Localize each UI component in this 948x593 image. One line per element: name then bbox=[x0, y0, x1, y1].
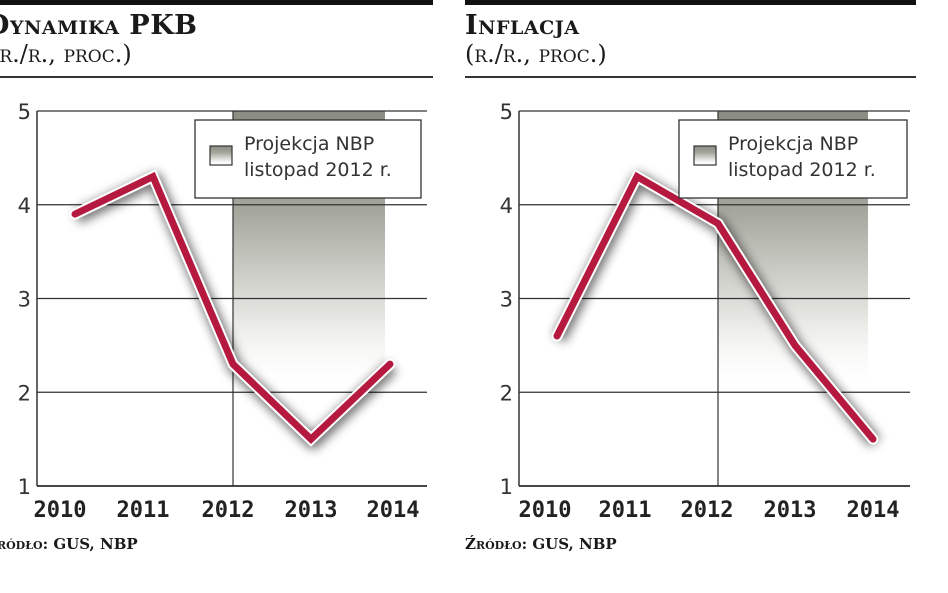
source-note: Źródło: GUS, NBP bbox=[0, 535, 138, 553]
x-tick-label: 2012 bbox=[202, 498, 255, 523]
inflation-chart-panel: Inflacja (r./r., proc.) 1 2 3 4 5 2010 2011 201… bbox=[465, 0, 916, 593]
y-tick-label: 5 bbox=[18, 100, 31, 124]
y-tick-label: 4 bbox=[500, 194, 513, 218]
chart-title: Dynamika PKB bbox=[0, 10, 198, 41]
y-tick-label: 3 bbox=[18, 288, 31, 312]
chart-subtitle: (r./r., proc.) bbox=[465, 40, 607, 68]
legend-label: listopad 2012 r. bbox=[244, 159, 392, 181]
legend-label: Projekcja NBP bbox=[244, 133, 374, 155]
source-note: Źródło: GUS, NBP bbox=[465, 535, 617, 553]
inflation-line-chart: 1 2 3 4 5 2010 2011 2012 2013 2014 Projekcja NBP li… bbox=[500, 100, 910, 523]
x-tick-label: 2012 bbox=[681, 498, 734, 523]
x-tick-label: 2011 bbox=[117, 498, 170, 523]
legend-box bbox=[194, 119, 422, 199]
legend-box bbox=[678, 119, 908, 199]
legend-label: Projekcja NBP bbox=[728, 133, 858, 155]
y-tick-label: 1 bbox=[18, 475, 31, 499]
y-tick-label: 4 bbox=[18, 194, 31, 218]
y-tick-label: 1 bbox=[500, 475, 513, 499]
x-tick-label: 2011 bbox=[599, 498, 652, 523]
y-tick-label: 2 bbox=[18, 381, 31, 405]
x-tick-label: 2014 bbox=[367, 498, 420, 523]
y-tick-label: 3 bbox=[500, 288, 513, 312]
gdp-chart-panel: Dynamika PKB (r./r., proc.) 1 2 3 4 5 2010 201… bbox=[0, 0, 433, 593]
legend-label: listopad 2012 r. bbox=[728, 159, 876, 181]
chart-subtitle: (r./r., proc.) bbox=[0, 40, 132, 68]
chart-title: Inflacja bbox=[465, 10, 580, 41]
x-tick-label: 2013 bbox=[764, 498, 817, 523]
top-bar bbox=[465, 0, 916, 5]
y-tick-label: 2 bbox=[500, 381, 513, 405]
legend-swatch bbox=[693, 145, 717, 166]
x-tick-label: 2010 bbox=[34, 498, 87, 523]
divider bbox=[465, 76, 916, 78]
legend-swatch bbox=[209, 145, 233, 166]
x-tick-label: 2014 bbox=[847, 498, 900, 523]
x-tick-label: 2013 bbox=[285, 498, 338, 523]
x-tick-label: 2010 bbox=[519, 498, 572, 523]
top-bar bbox=[0, 0, 433, 5]
gdp-line-chart: 1 2 3 4 5 2010 2011 2012 2013 2014 Projekcja NBP li… bbox=[18, 100, 427, 523]
y-tick-label: 5 bbox=[500, 100, 513, 124]
divider bbox=[0, 76, 433, 78]
